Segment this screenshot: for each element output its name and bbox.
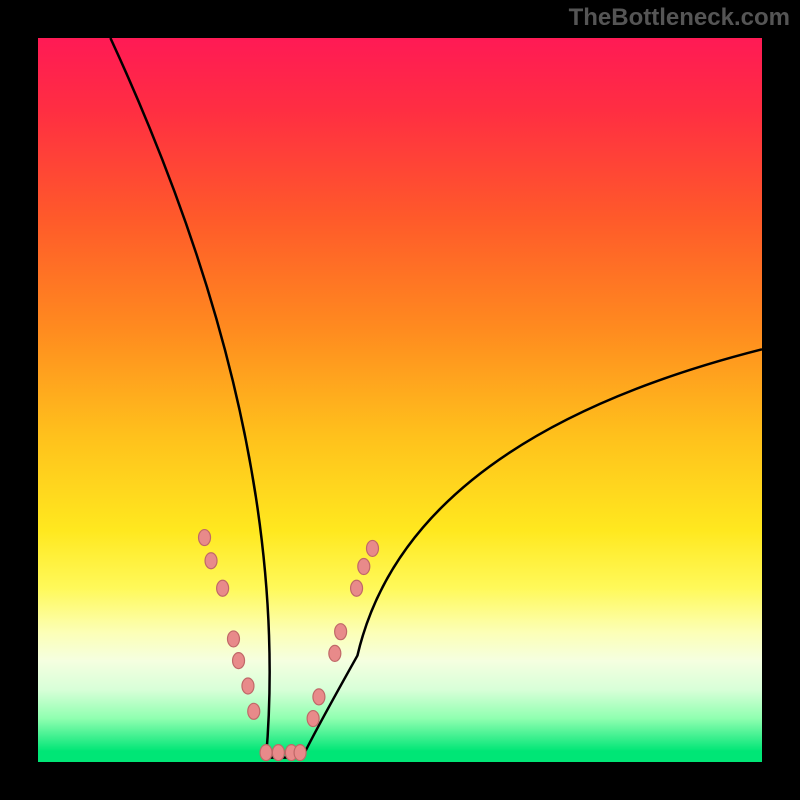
marker-right — [358, 559, 370, 575]
marker-bottom — [294, 745, 306, 761]
canvas: TheBottleneck.com — [0, 0, 800, 800]
marker-left — [217, 580, 229, 596]
marker-right — [313, 689, 325, 705]
marker-right — [307, 711, 319, 727]
marker-left — [248, 703, 260, 719]
marker-right — [329, 645, 341, 661]
marker-left — [242, 678, 254, 694]
marker-right — [335, 624, 347, 640]
marker-right — [366, 540, 378, 556]
marker-left — [227, 631, 239, 647]
plot-background — [38, 38, 762, 762]
marker-left — [233, 653, 245, 669]
marker-left — [199, 530, 211, 546]
marker-bottom — [260, 745, 272, 761]
marker-right — [351, 580, 363, 596]
bottleneck-chart — [0, 0, 800, 800]
marker-bottom — [272, 745, 284, 761]
marker-left — [205, 553, 217, 569]
